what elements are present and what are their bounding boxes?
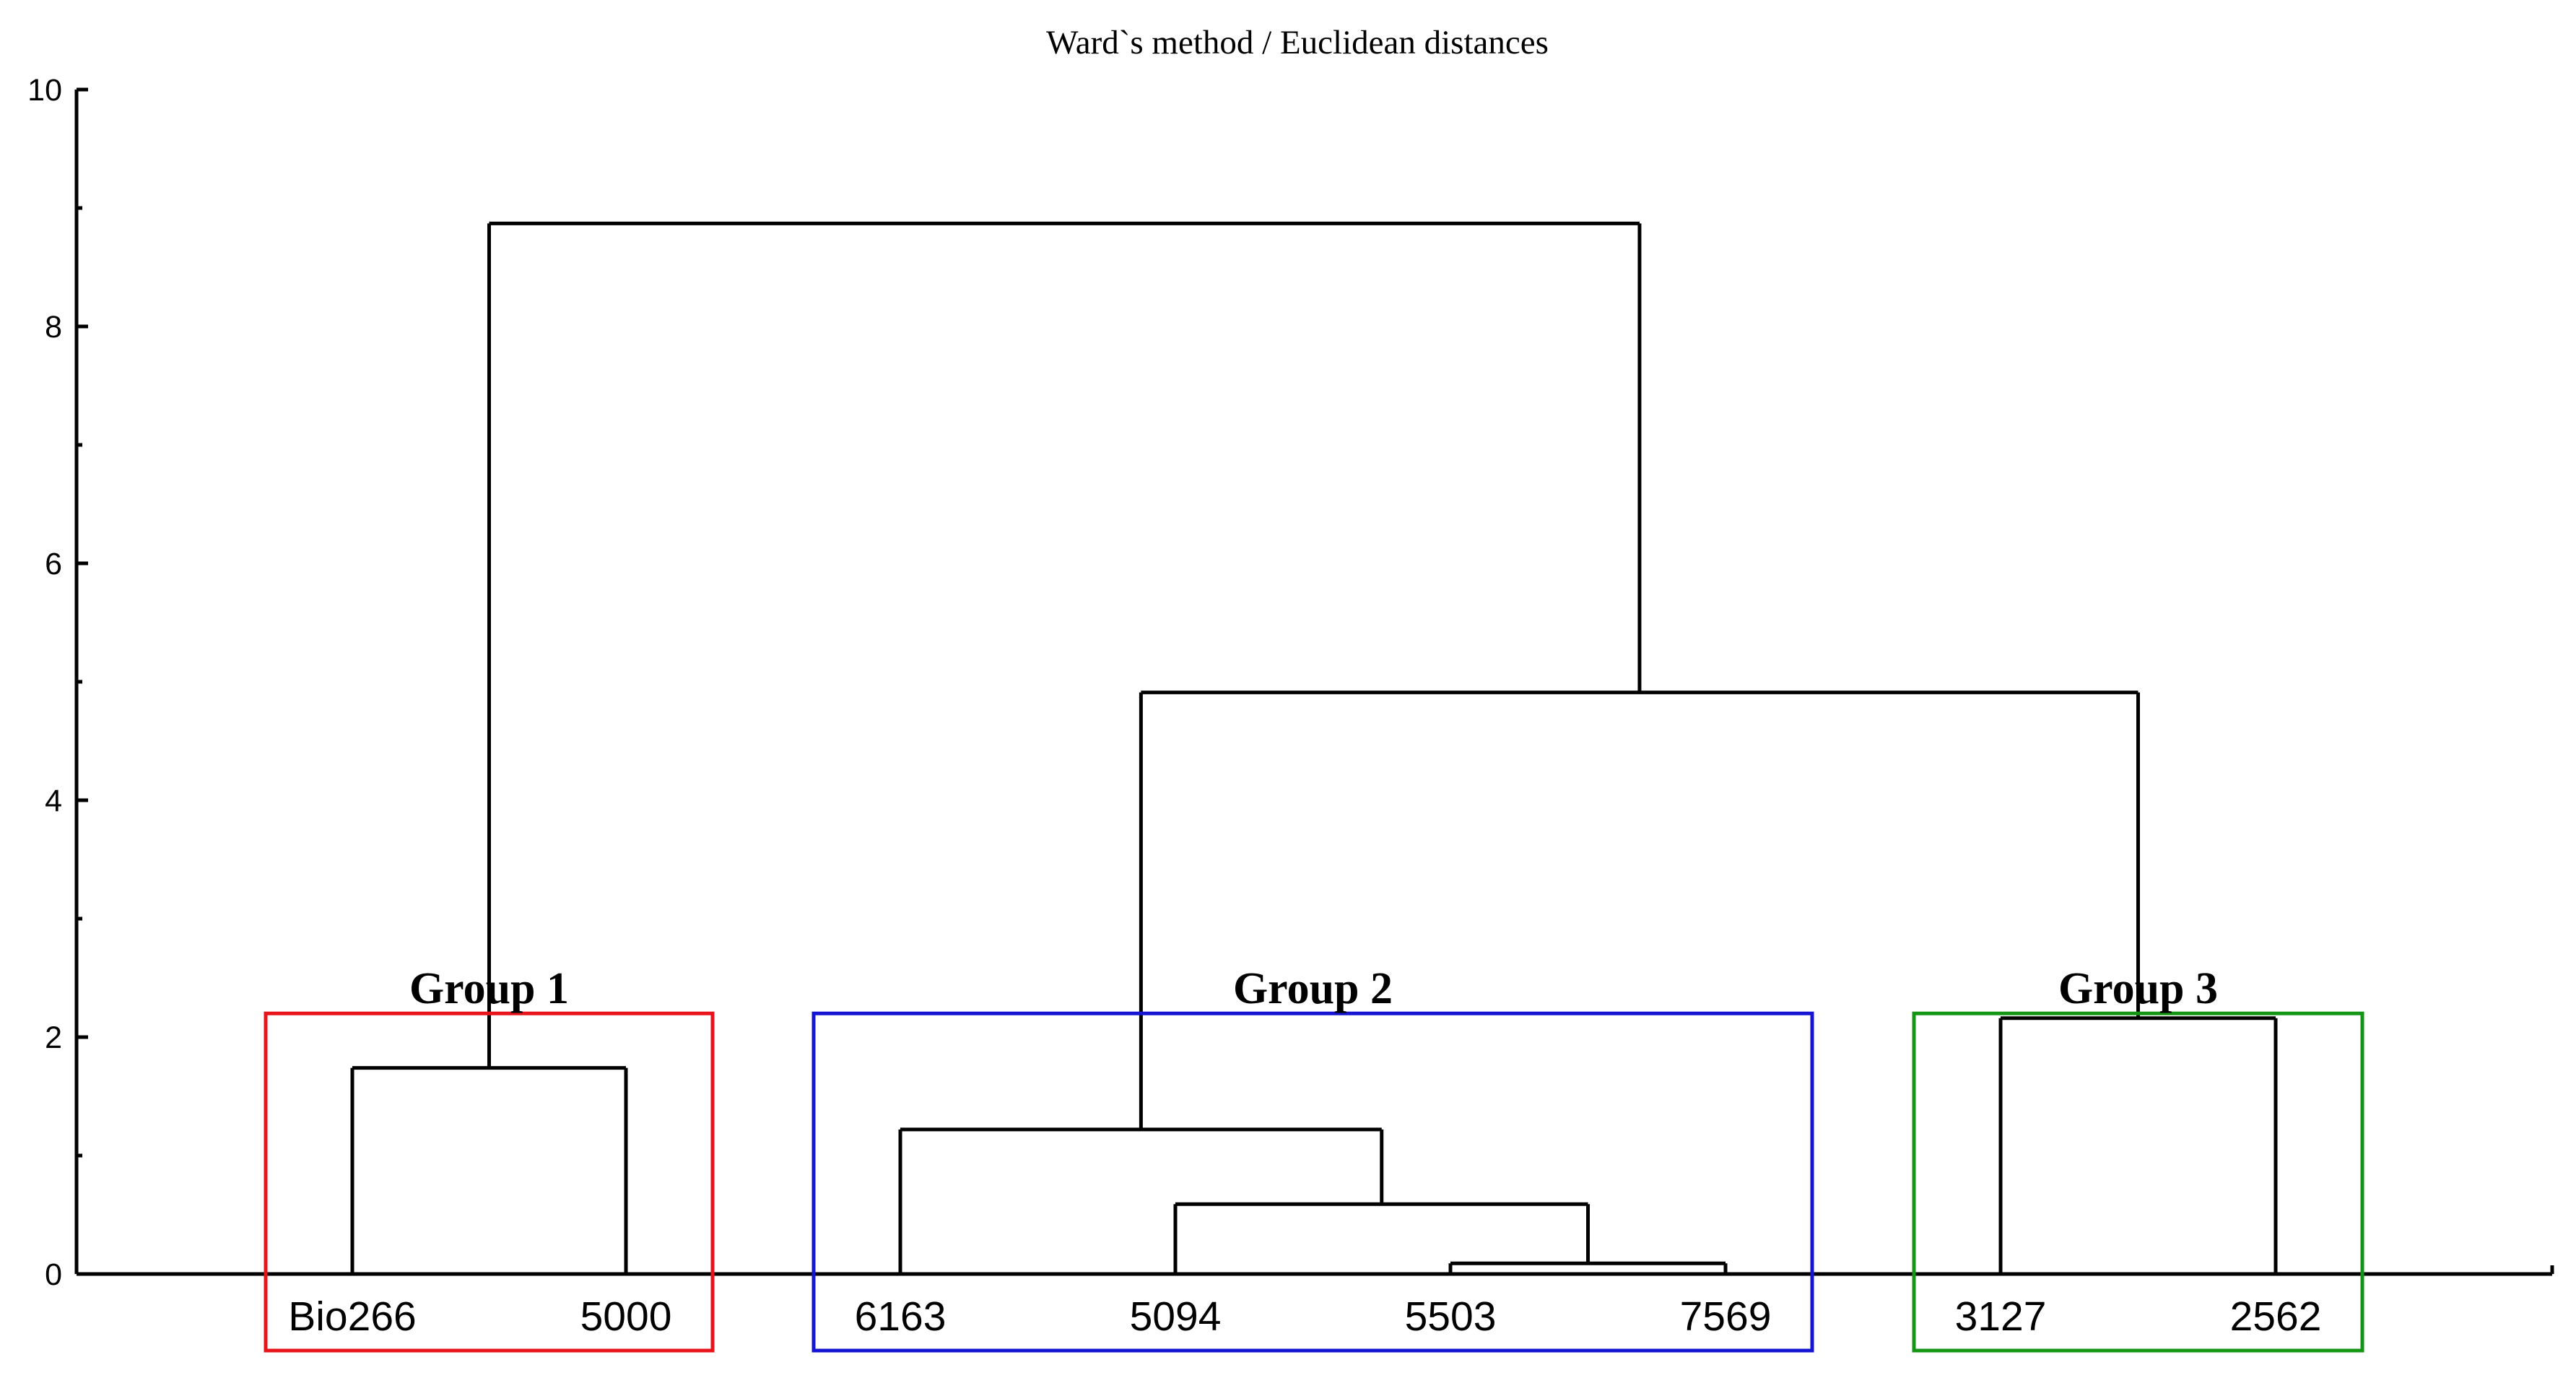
y-tick-label: 6 bbox=[45, 547, 62, 581]
group-box bbox=[811, 1011, 1814, 1353]
group-label: Group 3 bbox=[2058, 964, 2218, 1013]
group-boxes: Group 1 Group 2 Group 3 bbox=[264, 964, 2364, 1353]
y-axis-ticks: 0 2 4 6 8 10 bbox=[27, 73, 88, 1292]
y-tick-label: 2 bbox=[45, 1020, 62, 1055]
merge-link bbox=[898, 1127, 1384, 1274]
axes bbox=[74, 90, 2554, 1276]
leaf-label: 5000 bbox=[580, 1294, 672, 1340]
merge-link bbox=[1998, 1016, 2278, 1274]
group-box bbox=[264, 1011, 715, 1353]
leaf-label: 5094 bbox=[1130, 1294, 1222, 1340]
leaf-label: 7569 bbox=[1680, 1294, 1772, 1340]
group-box bbox=[1912, 1011, 2364, 1353]
leaf-label: 3127 bbox=[1955, 1294, 2047, 1340]
leaf-label: Bio266 bbox=[288, 1294, 417, 1340]
leaf-labels: Bio266 5000 6163 5094 5503 7569 3127 2562 bbox=[288, 1294, 2321, 1340]
dendrogram-tree bbox=[350, 221, 2278, 1274]
y-tick-label: 10 bbox=[27, 73, 62, 108]
leaf-label: 2562 bbox=[2230, 1294, 2322, 1340]
y-tick-label: 4 bbox=[45, 784, 62, 818]
merge-link bbox=[350, 1066, 628, 1274]
merge-link bbox=[1139, 690, 2140, 1130]
group-label: Group 2 bbox=[1233, 964, 1393, 1013]
y-tick-label: 0 bbox=[45, 1257, 62, 1292]
leaf-label: 5503 bbox=[1405, 1294, 1497, 1340]
leaf-label: 6163 bbox=[855, 1294, 947, 1340]
y-tick-label: 8 bbox=[45, 310, 62, 344]
chart-title: Ward`s method / Euclidean distances bbox=[1046, 24, 1549, 61]
merge-link bbox=[487, 221, 1642, 1068]
group-label: Group 1 bbox=[409, 964, 569, 1013]
